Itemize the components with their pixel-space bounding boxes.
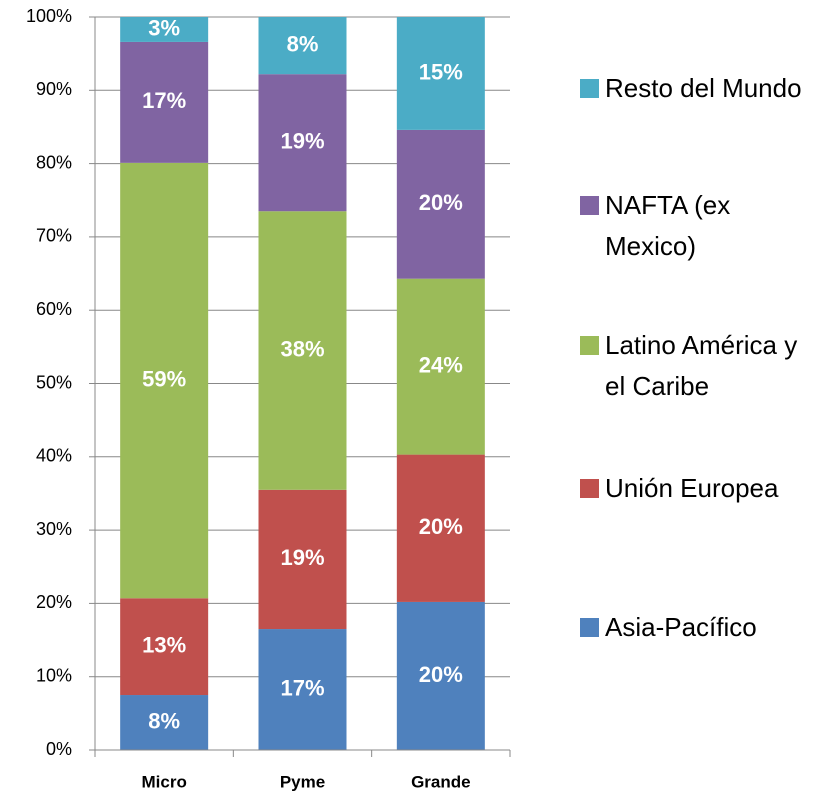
x-tick-label: Grande (411, 772, 471, 791)
x-tick-label: Micro (141, 772, 186, 791)
y-tick-label: 0% (46, 739, 72, 759)
bar-segment (120, 695, 209, 750)
legend-entry: Asia-Pacífico (580, 607, 815, 648)
bar-segment (258, 629, 347, 750)
y-tick-label: 10% (36, 665, 72, 685)
legend-entry: Latino América y el Caribe (580, 325, 815, 407)
legend-label: NAFTA (ex Mexico) (605, 190, 731, 261)
legend-label: Asia-Pacífico (605, 612, 757, 642)
y-tick-label: 20% (36, 592, 72, 612)
legend-swatch (580, 196, 599, 215)
legend-swatch (580, 479, 599, 498)
legend-swatch (580, 618, 599, 637)
data-label: 59% (142, 366, 186, 391)
bar-segment (396, 17, 485, 130)
bar-segment (120, 598, 209, 696)
data-label: 8% (148, 708, 180, 733)
data-label: 15% (419, 59, 463, 84)
bar-segment (120, 41, 209, 163)
data-label: 17% (142, 88, 186, 113)
y-tick-label: 30% (36, 519, 72, 539)
bar-segment (120, 162, 209, 599)
y-tick-label: 60% (36, 299, 72, 319)
legend-label: Unión Europea (605, 473, 779, 503)
legend-label: Latino América y el Caribe (605, 330, 798, 401)
bar-segment (258, 489, 347, 630)
legend-swatch (580, 336, 599, 355)
bar-segment (396, 601, 485, 750)
bar-segment (258, 17, 347, 75)
bar-segment (120, 17, 209, 42)
bar-segment (396, 278, 485, 455)
y-tick-label: 70% (36, 226, 72, 246)
bar-segment (258, 74, 347, 212)
legend-entry: NAFTA (ex Mexico) (580, 185, 815, 267)
data-label: 20% (419, 514, 463, 539)
legend-label: Resto del Mundo (605, 73, 802, 103)
y-tick-label: 50% (36, 372, 72, 392)
data-label: 13% (142, 632, 186, 657)
data-label: 3% (148, 15, 180, 40)
legend-swatch (580, 79, 599, 98)
data-label: 38% (280, 336, 324, 361)
y-tick-label: 90% (36, 79, 72, 99)
data-label: 19% (280, 129, 324, 154)
legend-entry: Resto del Mundo (580, 68, 815, 109)
bar-segment (396, 129, 485, 279)
data-label: 19% (280, 545, 324, 570)
bar-segment (396, 454, 485, 602)
data-label: 20% (419, 190, 463, 215)
data-label: 8% (287, 31, 319, 56)
x-tick-label: Pyme (280, 772, 325, 791)
y-tick-label: 80% (36, 152, 72, 172)
legend-entry: Unión Europea (580, 468, 815, 509)
data-label: 17% (280, 675, 324, 700)
data-label: 20% (419, 662, 463, 687)
bar-segment (258, 211, 347, 490)
data-label: 24% (419, 352, 463, 377)
y-tick-label: 40% (36, 446, 72, 466)
y-tick-label: 100% (26, 6, 72, 26)
